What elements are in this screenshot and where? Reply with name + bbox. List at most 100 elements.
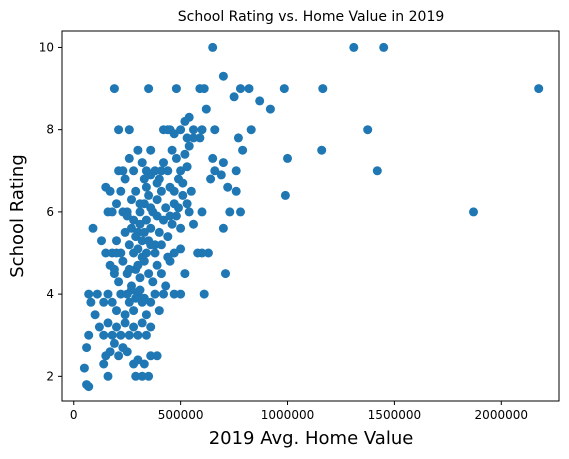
data-point [199,84,209,94]
data-point [152,195,162,205]
data-point [135,285,145,295]
data-point [133,355,143,365]
data-point [163,232,173,242]
data-point [152,178,162,188]
data-point [146,322,156,332]
data-point [148,277,158,287]
data-point [124,297,134,307]
x-tick-label: 0 [70,408,78,422]
data-point [122,347,132,357]
data-point [135,219,145,229]
data-point [216,170,226,180]
data-point [152,351,162,361]
data-point [180,116,190,126]
data-point [133,330,143,340]
data-point [129,215,139,225]
data-point [189,125,198,135]
data-point [208,42,218,52]
data-point [118,256,128,266]
data-point [238,145,248,155]
data-point [144,236,154,246]
data-point [201,104,211,114]
data-point [182,133,192,143]
data-point [137,318,147,328]
data-point [131,293,141,303]
data-point [120,310,130,320]
data-point [231,186,241,196]
data-point [218,71,228,81]
data-point [197,125,207,135]
data-point [127,223,136,233]
data-point [163,252,173,262]
data-point [150,289,160,299]
data-point [156,240,166,250]
data-point [280,190,290,200]
data-point [156,166,166,176]
data-point [124,240,134,250]
data-point [372,166,382,176]
data-point [105,186,115,196]
x-axis-ticks: 0 500000 1000000 1500000 2000000 [70,401,528,422]
data-point [88,223,98,233]
data-point [103,371,113,381]
data-point [139,227,149,237]
data-point [131,371,141,381]
data-point [116,289,126,299]
data-point [94,322,104,332]
data-point [184,141,194,151]
data-point [159,289,168,299]
data-point [107,330,117,340]
data-point [131,186,141,196]
data-point [103,289,113,299]
data-point [99,330,109,340]
y-tick-label: 4 [46,287,54,301]
x-tick-label: 1000000 [261,408,314,422]
data-point [184,207,194,217]
data-point [141,310,151,320]
data-point [144,269,154,279]
data-point [208,153,218,163]
data-point [156,269,166,279]
data-point [161,281,171,291]
data-point [124,125,134,135]
data-point [218,223,228,233]
x-tick-label: 2000000 [475,408,528,422]
data-point [141,215,151,225]
data-point [265,104,275,114]
data-point [176,289,186,299]
data-point [169,248,179,258]
data-point [534,84,544,94]
data-point [112,322,121,332]
data-point [141,330,151,340]
data-point [146,170,156,180]
data-point [146,145,156,155]
data-point [379,42,389,52]
data-point [84,330,94,340]
data-point [255,96,265,106]
data-point [97,236,106,246]
y-tick-label: 6 [46,205,54,219]
data-point [116,330,126,340]
data-point [349,42,359,52]
data-point [112,248,121,258]
data-point [79,363,89,373]
data-point [144,84,154,94]
data-point [122,211,132,221]
data-point [139,359,149,369]
data-point [103,318,113,328]
x-tick-label: 500000 [158,408,204,422]
data-point [159,215,168,225]
data-point [174,203,183,213]
data-point [229,92,239,102]
data-point [105,347,115,357]
data-point [363,125,373,135]
y-tick-label: 10 [39,40,54,54]
data-point [317,145,327,155]
chart-title: School Rating vs. Home Value in 2019 [178,9,445,25]
data-point [178,178,188,188]
data-point [150,248,160,258]
data-point [171,153,181,163]
y-tick-label: 2 [46,369,54,383]
data-point [127,285,136,295]
